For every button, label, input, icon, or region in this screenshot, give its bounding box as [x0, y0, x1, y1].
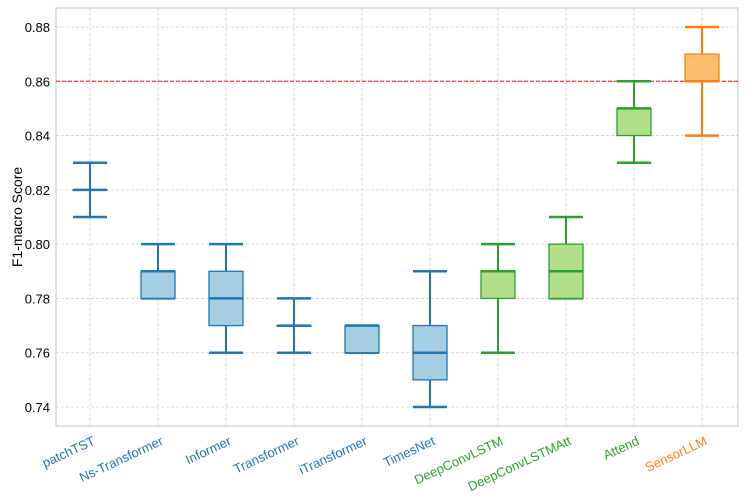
- box-Informer: [208, 242, 244, 354]
- box-DeepConvLSTM: [480, 242, 516, 354]
- box-iqr: [140, 270, 176, 300]
- boxes: [72, 25, 720, 409]
- box-TimesNet: [412, 270, 448, 409]
- y-axis-label: F1-macro Score: [9, 167, 25, 268]
- y-tick-label: 0.76: [25, 346, 50, 361]
- box-Ns-Transformer: [140, 242, 176, 300]
- y-tick-label: 0.80: [25, 237, 50, 252]
- box-iTransformer: [344, 324, 380, 354]
- y-tick-label: 0.86: [25, 74, 50, 89]
- y-tick-label: 0.82: [25, 183, 50, 198]
- x-tick-label: iTransformer: [297, 433, 370, 478]
- box-iqr: [684, 53, 720, 82]
- y-tick-label: 0.78: [25, 291, 50, 306]
- box-DeepConvLSTMAtt: [548, 215, 584, 300]
- y-tick-label: 0.88: [25, 20, 50, 35]
- x-tick-label: Transformer: [231, 433, 302, 477]
- y-tick-label: 0.74: [25, 400, 50, 415]
- x-tick-label: TimesNet: [381, 433, 438, 470]
- x-tick-label: Attend: [601, 433, 641, 462]
- box-Transformer: [276, 297, 312, 354]
- box-iqr: [344, 324, 380, 354]
- x-tick-label: Informer: [183, 433, 234, 467]
- box-patchTST: [72, 161, 108, 219]
- box-Attend: [616, 80, 652, 164]
- grid: [56, 8, 738, 426]
- y-tick-labels: 0.74 0.76 0.78 0.80 0.82 0.84 0.86 0.88: [25, 20, 50, 415]
- box-SensorLLM: [684, 25, 720, 137]
- box-iqr: [616, 107, 652, 137]
- y-tick-label: 0.84: [25, 129, 50, 144]
- plot-area: [55, 7, 739, 427]
- box-iqr: [480, 270, 516, 300]
- x-tick-label: SensorLLM: [643, 433, 710, 475]
